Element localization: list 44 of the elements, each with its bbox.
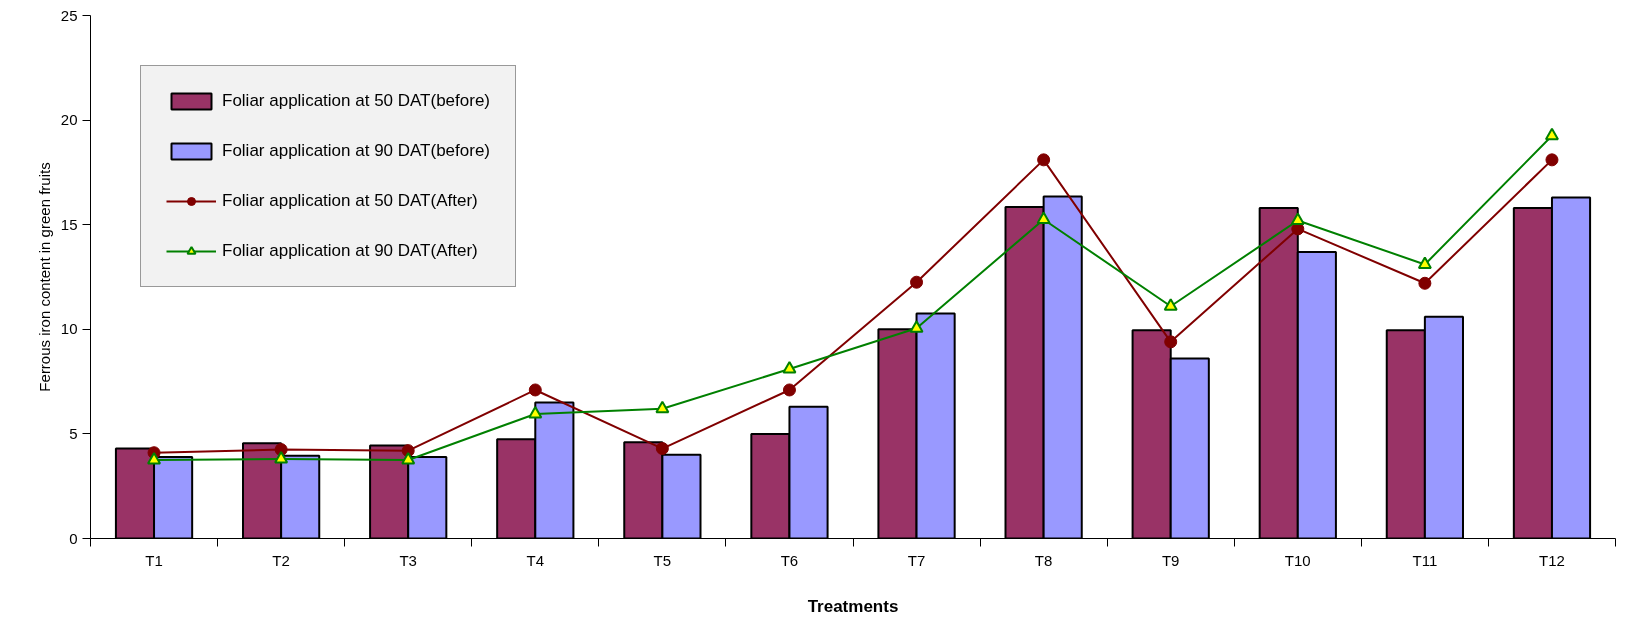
x-tick-label: T3: [399, 551, 417, 569]
point: [782, 383, 796, 397]
x-tick-label: T6: [780, 551, 799, 569]
x-axis-title: Treatments: [807, 596, 899, 616]
y-tick-label: 0: [69, 529, 78, 547]
x-tick-label: T7: [907, 551, 926, 569]
legend-label: Foliar application at 90 DAT(before): [222, 141, 491, 161]
y-tick-label: 20: [60, 111, 78, 129]
y-axis-title: Ferrous iron content in green fruits: [35, 162, 53, 392]
point: [1545, 153, 1559, 167]
x-tick-label: T8: [1034, 551, 1053, 569]
point: [401, 452, 416, 465]
point: [1037, 153, 1051, 167]
x-tick-label: T10: [1284, 551, 1311, 569]
x-tick-label: T2: [272, 551, 290, 569]
point: [274, 451, 289, 464]
point: [1544, 127, 1559, 141]
point: [1164, 335, 1178, 349]
point: [782, 361, 797, 374]
point: [1163, 298, 1178, 311]
y-tick-label: 25: [60, 6, 78, 24]
y-tick-label: 15: [60, 215, 78, 233]
point: [655, 442, 669, 456]
point: [147, 452, 162, 465]
point: [528, 383, 542, 397]
y-tick-label: 10: [60, 320, 78, 338]
point: [1290, 212, 1305, 225]
x-tick-label: T5: [653, 551, 672, 569]
y-tick-label: 5: [69, 424, 78, 442]
point: [1036, 211, 1051, 224]
x-tick-label: T4: [526, 551, 545, 569]
point: [528, 406, 543, 419]
point: [909, 320, 924, 333]
legend-label: Foliar application at 50 DAT(After): [222, 191, 478, 211]
legend-label: Foliar application at 90 DAT(After): [222, 241, 478, 261]
x-tick-label: T1: [145, 551, 163, 569]
x-tick-label: T9: [1161, 551, 1180, 569]
point: [910, 275, 924, 289]
point: [1417, 256, 1432, 269]
legend-label: Foliar application at 50 DAT(before): [222, 91, 491, 111]
x-tick-label: T12: [1539, 551, 1565, 569]
x-tick-label: T11: [1412, 551, 1438, 569]
point: [655, 400, 670, 414]
point: [1418, 276, 1432, 290]
